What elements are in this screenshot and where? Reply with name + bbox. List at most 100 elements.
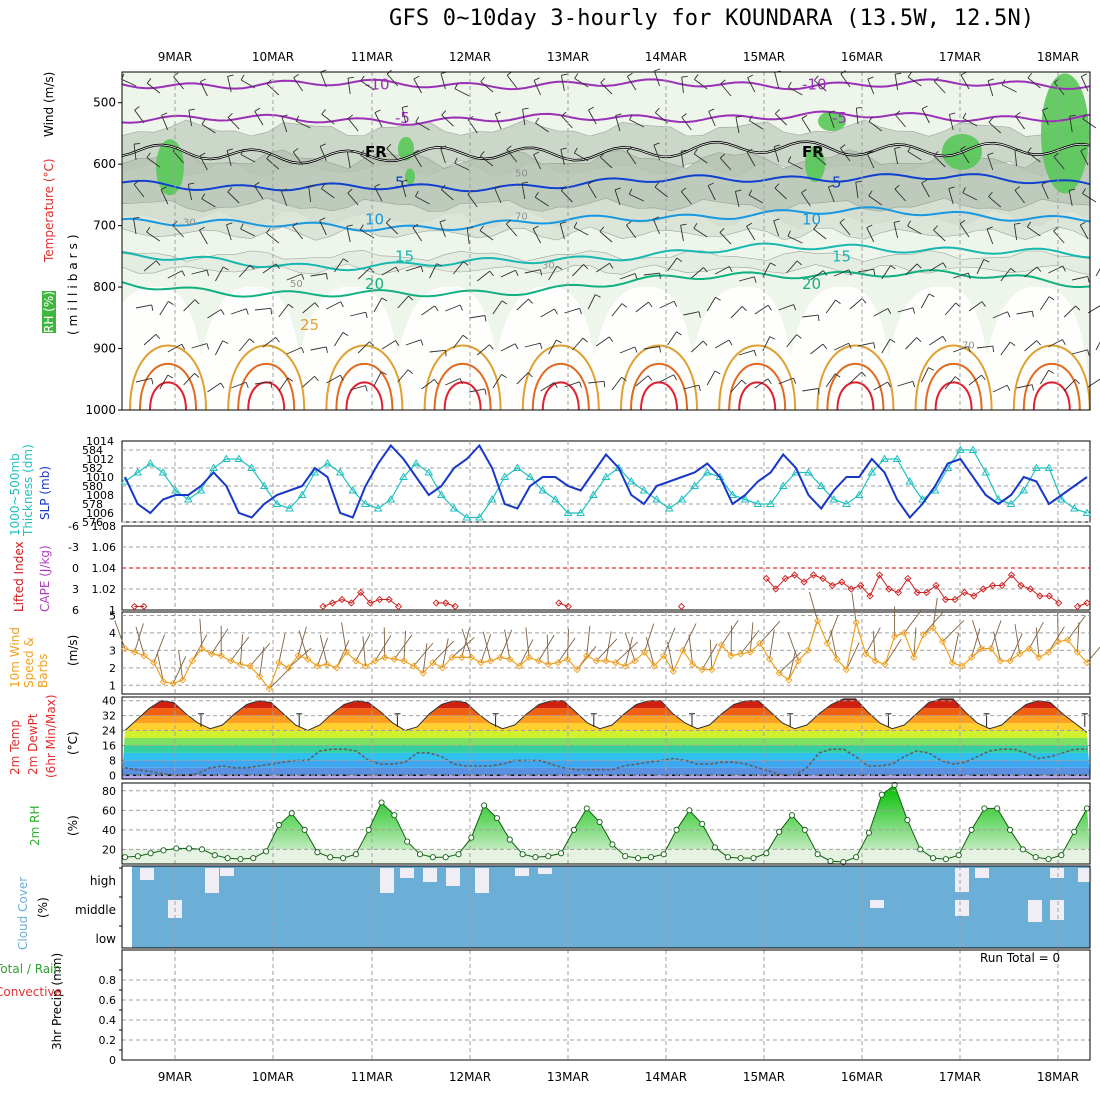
rh-point-65 [955,852,962,859]
wind-barb-flag-5-7 [275,337,280,343]
wind-barb-flag-21-1 [629,114,633,120]
wind-panel-frame [121,71,1091,411]
lifted-segment-36 [436,602,456,607]
temperature-axis-title: Temperature (°C) [42,158,56,262]
wind-barb-33-2 [907,151,922,161]
cloud-mid-gap-2 [955,900,969,916]
wind-barb-39-1 [1069,116,1073,133]
wind-barb-36-2 [987,154,994,171]
wind-barb-8-5 [334,258,344,273]
rh-point-62 [917,846,924,853]
wind-barb-flag-19-3 [587,180,594,185]
wind10m-barb-44 [546,634,549,665]
rh-point-50 [763,850,770,857]
wind-barb-flag-33-6 [928,293,935,298]
wind-barb-flag-28-7 [822,343,828,350]
wind-barb-2-7 [191,343,208,349]
thickness-point-43 [664,504,674,512]
wind-barb-7-8 [302,375,315,388]
wind-barb-flag-30-4 [839,218,845,223]
date-label-top-0: 9MAR [158,50,193,64]
temp-tick-label-0: 0 [109,769,116,782]
wind-barb-33-4 [907,225,922,235]
wind-barb-3-2 [199,155,208,171]
wind-barb-3-1 [201,123,216,134]
wind10m-barb-15 [268,667,291,690]
rh-point-27 [468,834,475,841]
cloud-high-gap-13 [1078,868,1092,882]
wind-barb-14-0 [454,88,470,97]
thickness-point-16 [323,459,332,467]
lifted-point-89 [960,588,969,597]
wind-barb-flag-37-2 [1014,149,1021,151]
lifted-point-98 [1045,592,1053,600]
wind10m-barb-14 [259,646,265,677]
thickness-point-50 [753,499,763,507]
wind-barb-17-3 [534,196,549,207]
wind10m-point-75 [842,665,851,674]
wind-barb-25-2 [719,157,732,171]
wind10m-barb-90 [990,620,1002,649]
wind-barb-7-1 [295,120,311,129]
rh-point-14 [301,826,308,833]
wind-barb-flag-12-7 [445,350,447,357]
wind-barb-flag-7-8 [314,375,319,382]
wind-barb-36-5 [1000,268,1012,282]
wind-barb-flag-5-0 [240,74,245,81]
thickness-point-55 [816,481,826,489]
wind-barb-flag-24-4 [693,223,698,229]
rh-point-10 [250,855,257,862]
rh-point-35 [570,826,577,833]
rh-point-70 [1019,846,1026,853]
wind-barb-flag-16-7 [539,343,543,350]
thickness-point-73 [1044,463,1054,471]
rh-tick-label-3: 80 [102,785,116,798]
thickness-point-46 [702,468,712,476]
wind-barb-16-7 [524,342,541,348]
wind10m-point-37 [477,658,485,667]
wind-barb-flag-13-8 [459,378,463,385]
wind10m-point-19 [304,655,312,663]
wind-barb-23-0 [681,77,684,94]
wind10m-barb-94 [1028,621,1044,649]
wind-barb-1-2 [146,157,161,168]
wind-barb-flag-32-0 [895,72,902,75]
wind10m-barb-100 [1086,646,1100,663]
wind-barb-36-8 [992,384,1008,393]
wind-barb-flag-28-5 [822,270,828,276]
wind-barb-flag-7-1 [295,115,300,122]
wind-barb-9-6 [350,311,366,317]
wind-barb-8-3 [321,188,335,199]
wind-barb-28-2 [787,161,803,170]
wind-barb-flag-8-7 [342,332,349,336]
wind-barb-0-4 [133,218,137,235]
thickness-point-45 [690,481,699,489]
rh-point-32 [532,854,539,861]
wind-barb-31-7 [881,339,891,354]
thickness-point-76 [1082,508,1092,516]
temp-tick-label-2: 16 [102,739,116,752]
wind-barb-38-0 [1027,77,1041,89]
wind-barb-flag-32-4 [893,220,900,223]
wind-barb-33-5 [929,262,944,272]
lifted-point-92 [989,581,997,590]
wind10m-point-95 [1035,653,1043,661]
wind10m-barb-32 [432,640,455,663]
dewpt2m-axis-title: 2m DewPt [26,713,40,775]
rh-point-44 [686,807,693,814]
isotherm-label-1-1: -5 [832,109,847,127]
wind-barb-flag-27-1 [774,109,780,115]
wind-barb-flag-38-8 [1048,369,1055,374]
rh-dry-dome-9 [979,286,1090,410]
wind10m-point-78 [871,657,879,665]
thickness-point-8 [221,454,231,462]
rh-point-48 [737,855,744,862]
precip-panel-frame [121,949,1091,1061]
wind-barb-35-3 [962,192,978,201]
thickness-point-67 [968,445,978,453]
wind-barb-flag-15-7 [514,343,519,350]
wind-barb-flag-40-4 [1080,221,1086,226]
cape-axis-title: CAPE (J/kg) [38,545,52,612]
wind-barb-flag-8-3 [321,183,326,189]
wind-barb-flag-35-6 [981,301,986,307]
